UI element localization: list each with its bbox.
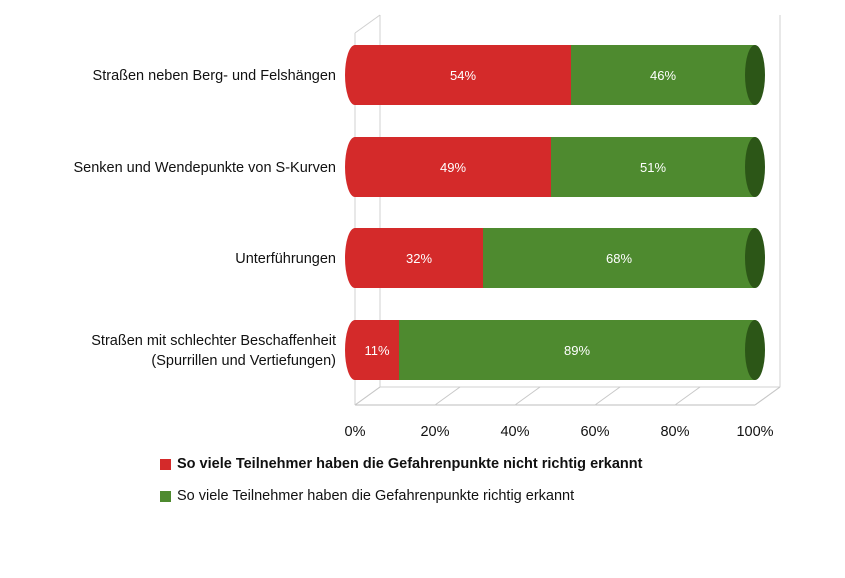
x-tick-label: 80% bbox=[660, 424, 689, 440]
floor-tick-line bbox=[514, 386, 541, 406]
bar-segment bbox=[399, 320, 755, 380]
bar-segment bbox=[551, 137, 755, 197]
bar-data-label: 54% bbox=[450, 68, 476, 83]
floor-tick-line bbox=[594, 386, 621, 406]
wall-top-edge bbox=[354, 14, 381, 34]
bar-data-label: 46% bbox=[650, 68, 676, 83]
legend-item-recognized: So viele Teilnehmer haben die Gefahrenpu… bbox=[160, 488, 574, 504]
bar-data-label: 51% bbox=[640, 160, 666, 175]
bar-left-cap bbox=[345, 45, 365, 105]
bar-left-cap bbox=[345, 137, 365, 197]
bar-data-label: 89% bbox=[564, 343, 590, 358]
category-label: Straßen mit schlechter Beschaffenheit bbox=[91, 333, 336, 349]
x-tick-label: 0% bbox=[345, 424, 366, 440]
bar-left-cap bbox=[345, 320, 365, 380]
bar-end-cap bbox=[745, 137, 765, 197]
category-label: Unterführungen bbox=[235, 251, 336, 267]
legend-swatch-red bbox=[160, 458, 171, 470]
category-label: Senken und Wendepunkte von S-Kurven bbox=[73, 160, 336, 176]
category-label: (Spurrillen und Vertiefungen) bbox=[151, 353, 336, 369]
bar-segment bbox=[571, 45, 755, 105]
bar-segment bbox=[483, 228, 755, 288]
bar-end-cap bbox=[745, 228, 765, 288]
bar-data-label: 11% bbox=[364, 343, 389, 358]
bar-data-label: 68% bbox=[606, 251, 632, 266]
x-tick-label: 40% bbox=[500, 424, 529, 440]
x-tick-label: 20% bbox=[420, 424, 449, 440]
bar-end-cap bbox=[745, 320, 765, 380]
bar-segment bbox=[355, 137, 551, 197]
bar-segment bbox=[355, 45, 571, 105]
x-tick-label: 100% bbox=[736, 424, 773, 440]
legend-label-recognized: So viele Teilnehmer haben die Gefahrenpu… bbox=[177, 488, 575, 504]
floor-tick-line bbox=[674, 386, 701, 406]
bar-left-cap bbox=[345, 228, 365, 288]
bar-end-cap bbox=[745, 45, 765, 105]
floor-tick-line bbox=[754, 386, 781, 406]
floor-tick-line bbox=[434, 386, 461, 406]
bar-data-label: 49% bbox=[440, 160, 466, 175]
legend-item-not-recognized: So viele Teilnehmer haben die Gefahrenpu… bbox=[160, 456, 642, 472]
bar-data-label: 32% bbox=[406, 251, 432, 266]
floor-tick-line bbox=[354, 386, 381, 406]
legend-swatch-green bbox=[160, 490, 171, 502]
legend-label-not-recognized: So viele Teilnehmer haben die Gefahrenpu… bbox=[177, 456, 643, 472]
bar-segment bbox=[355, 228, 483, 288]
x-tick-label: 60% bbox=[580, 424, 609, 440]
category-label: Straßen neben Berg- und Felshängen bbox=[93, 68, 336, 84]
